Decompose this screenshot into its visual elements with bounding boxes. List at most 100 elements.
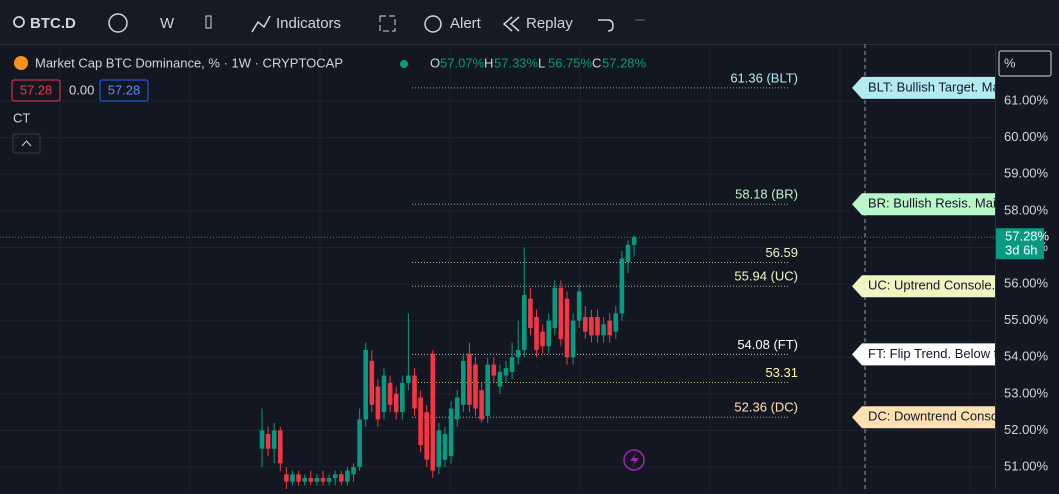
axis-unit[interactable]: % bbox=[1004, 55, 1016, 70]
candle-body bbox=[314, 478, 320, 482]
candle-body bbox=[302, 478, 307, 482]
candle-body bbox=[278, 430, 283, 464]
candle-body bbox=[503, 368, 509, 376]
ohlc-value: 57.33% bbox=[494, 55, 539, 70]
y-tick-label: 54.00% bbox=[1004, 349, 1049, 364]
candle-body bbox=[369, 360, 375, 405]
level-label: 55.94 (UC) bbox=[734, 269, 798, 284]
candle-body bbox=[326, 478, 332, 482]
plot: 61.36 (BLT) 58.18 (BR) 56.59 55.94 (UC) 54.0… bbox=[0, 44, 995, 489]
ohlc-value: 57.28% bbox=[602, 55, 647, 70]
level-tag-text: DC: Downtrend Console bbox=[868, 409, 1008, 424]
add-symbol[interactable] bbox=[108, 13, 128, 33]
value-box bbox=[11, 79, 61, 102]
symbol[interactable]: BTC.D bbox=[30, 15, 76, 32]
candle-body bbox=[357, 419, 362, 468]
level-tag-text: FT: Flip Trend. Below t bbox=[868, 346, 998, 361]
candle-body bbox=[412, 375, 417, 409]
y-tick-label: 61.00% bbox=[1004, 93, 1049, 108]
ohlc-key: L bbox=[538, 55, 545, 70]
candle-body bbox=[491, 364, 497, 376]
overlay: 51.00%52.00%53.00%54.00%55.00%56.00%57.0… bbox=[852, 76, 1050, 473]
event-bolt bbox=[630, 453, 639, 467]
ohlc-key: O bbox=[430, 55, 440, 70]
candle-body bbox=[540, 331, 545, 347]
candle-body bbox=[284, 474, 289, 482]
symbol-logo bbox=[14, 56, 28, 70]
candle-body bbox=[406, 375, 411, 383]
ohlc-key: C bbox=[592, 55, 601, 70]
level-label: 58.18 (BR) bbox=[735, 187, 798, 202]
candle-body bbox=[583, 317, 588, 332]
level-tag bbox=[852, 76, 995, 99]
alert[interactable]: Alert bbox=[450, 15, 482, 32]
level-label: 61.36 (BLT) bbox=[730, 70, 798, 85]
value-spread: 0.00 bbox=[69, 82, 94, 97]
candle-body bbox=[418, 397, 423, 446]
layouts[interactable] bbox=[379, 15, 396, 32]
candle-body bbox=[387, 382, 393, 405]
candle-body bbox=[436, 430, 442, 468]
unit-box[interactable] bbox=[998, 50, 1052, 77]
candle-body bbox=[271, 430, 277, 449]
candle-body bbox=[613, 313, 619, 332]
candle-body bbox=[576, 291, 582, 321]
value-ask: 57.28 bbox=[108, 82, 141, 97]
y-tick-label: 52.00% bbox=[1004, 422, 1049, 437]
candle-body bbox=[509, 357, 515, 372]
candle-body bbox=[631, 237, 637, 245]
candle-body bbox=[497, 371, 503, 387]
replay-icon[interactable] bbox=[502, 16, 520, 32]
candle-body bbox=[308, 478, 314, 482]
indicators-icon[interactable] bbox=[251, 15, 271, 33]
event-icon[interactable] bbox=[623, 449, 645, 471]
search-icon[interactable] bbox=[13, 16, 25, 28]
candle-body bbox=[625, 244, 631, 263]
candle-body bbox=[546, 320, 551, 347]
candle-body bbox=[607, 320, 612, 336]
indicator-label: CT bbox=[13, 110, 30, 125]
undo[interactable] bbox=[598, 19, 614, 32]
candle-body bbox=[515, 349, 521, 358]
candle-body bbox=[259, 430, 265, 449]
last-price-box bbox=[996, 228, 1044, 260]
chart-type[interactable] bbox=[205, 15, 212, 29]
level-tag-text: UC: Uptrend Console. bbox=[868, 278, 995, 293]
level-label: 52.36 (DC) bbox=[734, 400, 798, 415]
collapse-icon bbox=[21, 140, 32, 147]
level-label: 56.59 bbox=[765, 245, 798, 260]
interval[interactable]: W bbox=[160, 15, 175, 32]
market-status bbox=[400, 60, 408, 68]
collapse-button[interactable] bbox=[12, 133, 41, 154]
candle-body bbox=[332, 474, 338, 479]
indicators[interactable]: Indicators bbox=[276, 15, 341, 32]
level-tag-text: BLT: Bullish Target. Ma bbox=[868, 79, 1001, 94]
alert-icon[interactable] bbox=[424, 15, 442, 33]
value-bid: 57.28 bbox=[20, 82, 53, 97]
candle-body bbox=[473, 364, 478, 409]
countdown: 3d 6h bbox=[1005, 243, 1038, 258]
candle-body bbox=[375, 386, 381, 420]
replay[interactable]: Replay bbox=[526, 15, 573, 32]
ohlc: O 57.07% H 57.33% L 56.75% C 57.28% bbox=[430, 55, 647, 70]
candle-body bbox=[400, 382, 405, 413]
legend-title: Market Cap BTC Dominance, % · 1W · CRYPT… bbox=[35, 55, 343, 70]
candle-body bbox=[430, 353, 436, 471]
level-label: 54.08 (FT) bbox=[737, 337, 798, 352]
level-tag bbox=[852, 275, 995, 298]
candle-body bbox=[589, 317, 594, 336]
candle-body bbox=[424, 412, 429, 460]
candle-body bbox=[265, 434, 271, 449]
candle-body bbox=[570, 320, 576, 358]
y-tick-label: 53.00% bbox=[1004, 385, 1049, 400]
candle-body bbox=[601, 324, 606, 336]
ohlc-key: H bbox=[484, 55, 493, 70]
y-tick-label: 60.00% bbox=[1004, 129, 1049, 144]
level-tag-text: BR: Bullish Resis. Main bbox=[868, 196, 1003, 211]
candle-body bbox=[467, 353, 472, 405]
candle-body bbox=[558, 287, 564, 339]
candle-body bbox=[363, 349, 368, 420]
candle-body bbox=[339, 474, 344, 482]
candle-body bbox=[345, 470, 350, 482]
